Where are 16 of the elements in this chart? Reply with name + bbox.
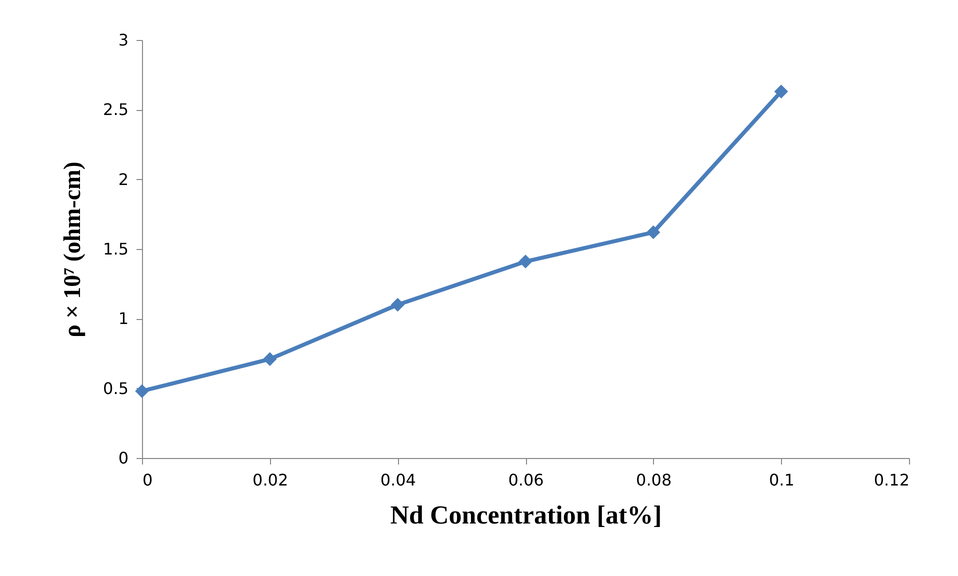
x-axis-title: Nd Concentration [at%] — [390, 500, 662, 530]
x-tick-label: 0.12 — [874, 470, 910, 490]
y-tick-label: 3 — [118, 30, 128, 50]
x-tick-label: 0.04 — [380, 470, 416, 490]
y-tick-label: 2.5 — [103, 100, 128, 120]
x-tick-label: 0.1 — [768, 470, 794, 490]
y-tick-label: 1.5 — [103, 240, 128, 258]
x-tick-label: 0.08 — [636, 470, 672, 490]
x-tick-label: 0.06 — [508, 470, 544, 490]
x-tick-label: 0.02 — [252, 470, 288, 490]
y-tick-label: 0.5 — [103, 378, 128, 398]
y-tick-label: 1 — [118, 309, 128, 328]
y-tick-label: 2 — [118, 170, 128, 189]
y-axis-title: ρ × 10⁷ (ohm-cm) — [60, 162, 86, 338]
x-tick-label: 0 — [142, 470, 153, 490]
y-tick-label: 0 — [118, 448, 128, 468]
